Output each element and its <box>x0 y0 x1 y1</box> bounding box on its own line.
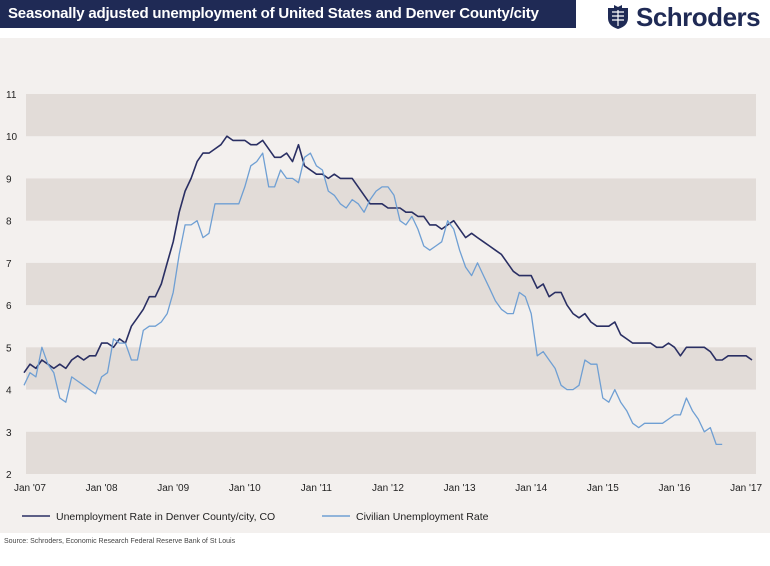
grid-band <box>26 262 756 306</box>
x-tick-label: Jan '09 <box>157 483 189 494</box>
y-tick-label: 10 <box>6 132 18 143</box>
legend-label: Civilian Unemployment Rate <box>356 511 489 523</box>
y-tick-label: 5 <box>6 343 12 354</box>
x-tick-label: Jan '14 <box>515 483 547 494</box>
series-line-denver <box>23 135 753 374</box>
legend-label: Unemployment Rate in Denver County/city,… <box>56 511 275 523</box>
x-tick-label: Jan '07 <box>14 483 46 494</box>
x-tick-label: Jan '13 <box>444 483 476 494</box>
line-chart: 2 3 4 5 6 7 8 9 10 11 Jan '07 Jan '08 Jan '09 Jan '1… <box>6 90 762 523</box>
source-note: Source: Schroders, Economic Research Fed… <box>4 538 236 545</box>
schroders-logo: Schroders <box>606 1 761 32</box>
title-bar: Seasonally adjusted unemployment of Unit… <box>0 0 576 28</box>
y-tick-label: 4 <box>6 386 12 397</box>
grid-band <box>26 94 756 137</box>
x-tick-label: Jan '12 <box>372 483 404 494</box>
y-tick-label: 3 <box>6 428 12 439</box>
x-tick-label: Jan '11 <box>301 483 333 494</box>
logo-text: Schroders <box>636 1 761 32</box>
x-tick-label: Jan '10 <box>229 483 261 494</box>
x-tick-label: Jan '17 <box>730 483 762 494</box>
y-tick-label: 2 <box>6 470 12 481</box>
crest-icon <box>608 5 628 29</box>
grid-band <box>26 431 756 474</box>
y-tick-label: 6 <box>6 301 12 312</box>
x-tick-label: Jan '08 <box>86 483 118 494</box>
grid-band <box>26 347 756 390</box>
chart-title: Seasonally adjusted unemployment of Unit… <box>8 5 539 22</box>
y-tick-label: 11 <box>6 90 17 101</box>
x-tick-label: Jan '15 <box>587 483 619 494</box>
series-line-us <box>23 152 723 446</box>
grid-band <box>26 178 756 221</box>
x-tick-label: Jan '16 <box>658 483 690 494</box>
y-tick-label: 8 <box>6 217 12 228</box>
y-tick-label: 9 <box>6 174 12 185</box>
y-tick-label: 7 <box>6 259 12 270</box>
